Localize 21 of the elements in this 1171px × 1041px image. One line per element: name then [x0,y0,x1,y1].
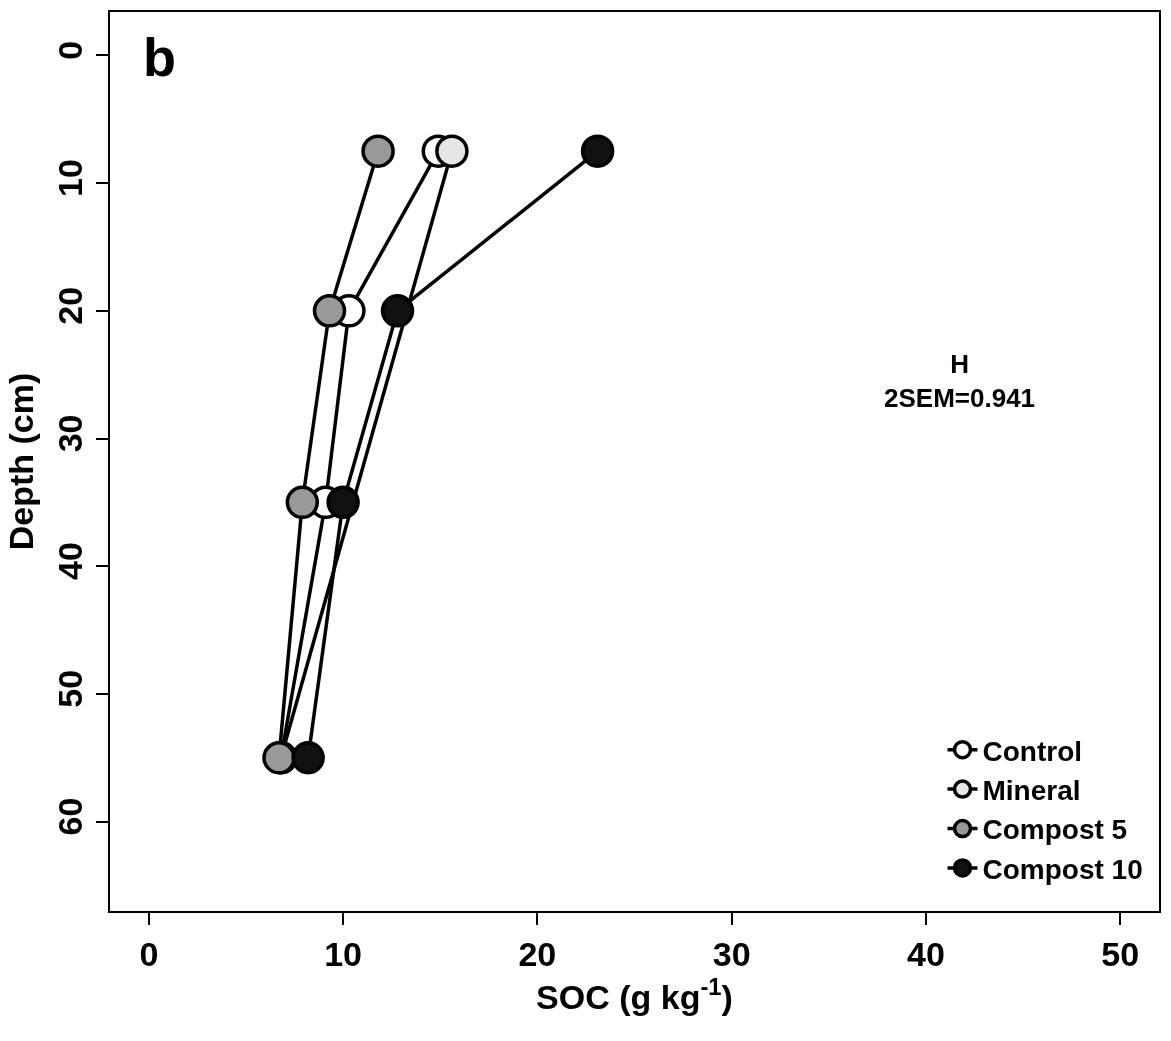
y-axis-title: Depth (cm) [1,372,40,551]
y-tick-label: 30 [51,414,90,453]
x-tick-label: 20 [518,934,557,973]
x-tick-label: 50 [1101,934,1140,973]
x-axis-title: SOC (g kg$^{-1}$) [536,972,733,1017]
legend-label: Compost 10 [982,853,1143,885]
y-tick-label: 60 [51,797,90,836]
y-tick-label: 50 [51,669,90,708]
y-tick-label: 0 [51,40,90,60]
x-tick-label: 10 [324,934,363,973]
y-tick-label: 40 [51,542,90,581]
legend-label: Mineral [982,775,1081,807]
annotation: H 2SEM=0.941 [884,349,1036,413]
y-tick-label: 20 [51,286,90,325]
x-tick-label: 0 [139,934,159,973]
legend-label: Control [982,735,1083,767]
legend-label: Compost 5 [982,814,1128,846]
y-tick-label: 10 [51,159,90,197]
annotation: b [143,27,176,87]
x-tick-label: 40 [906,934,945,973]
x-tick-label: 30 [712,934,751,973]
